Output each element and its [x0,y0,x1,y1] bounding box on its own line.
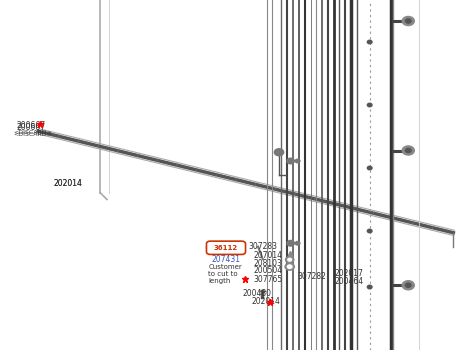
Text: 202014: 202014 [53,179,82,188]
Circle shape [286,257,294,263]
Text: Use: Use [212,248,226,257]
Circle shape [295,159,300,163]
Circle shape [367,166,372,170]
Circle shape [402,281,414,290]
Text: <DISCARD>: <DISCARD> [13,131,52,135]
Text: 307765: 307765 [253,275,283,285]
Text: 207014: 207014 [253,251,282,260]
Text: 307282: 307282 [298,272,326,281]
Circle shape [367,40,372,44]
Circle shape [405,148,411,153]
Circle shape [367,229,372,233]
Circle shape [367,103,372,107]
Text: 202014: 202014 [252,297,280,306]
Text: 200667: 200667 [16,121,46,131]
Circle shape [285,263,294,270]
FancyBboxPatch shape [206,241,246,254]
Circle shape [367,285,372,289]
Circle shape [402,146,414,155]
Text: 208103: 208103 [253,259,282,268]
Text: 200480: 200480 [243,289,272,298]
Circle shape [287,158,294,164]
Text: 202014: 202014 [53,179,82,188]
Circle shape [405,19,411,23]
Text: 36112: 36112 [214,245,238,251]
Circle shape [274,149,284,156]
Circle shape [402,16,414,26]
Circle shape [295,241,300,245]
Text: 207431: 207431 [212,255,240,264]
Circle shape [287,265,292,268]
Circle shape [405,283,411,287]
Text: 202017: 202017 [335,269,364,278]
Text: 307283: 307283 [249,242,278,251]
Text: length: length [208,278,231,285]
Text: 200464: 200464 [335,277,364,286]
Text: <DISCARD>: <DISCARD> [13,132,52,137]
Circle shape [287,240,294,246]
Text: to cut to: to cut to [208,271,238,278]
Text: 200667: 200667 [16,123,46,132]
Text: 200504: 200504 [253,266,283,275]
Text: Customer: Customer [208,264,242,271]
Circle shape [288,258,292,261]
